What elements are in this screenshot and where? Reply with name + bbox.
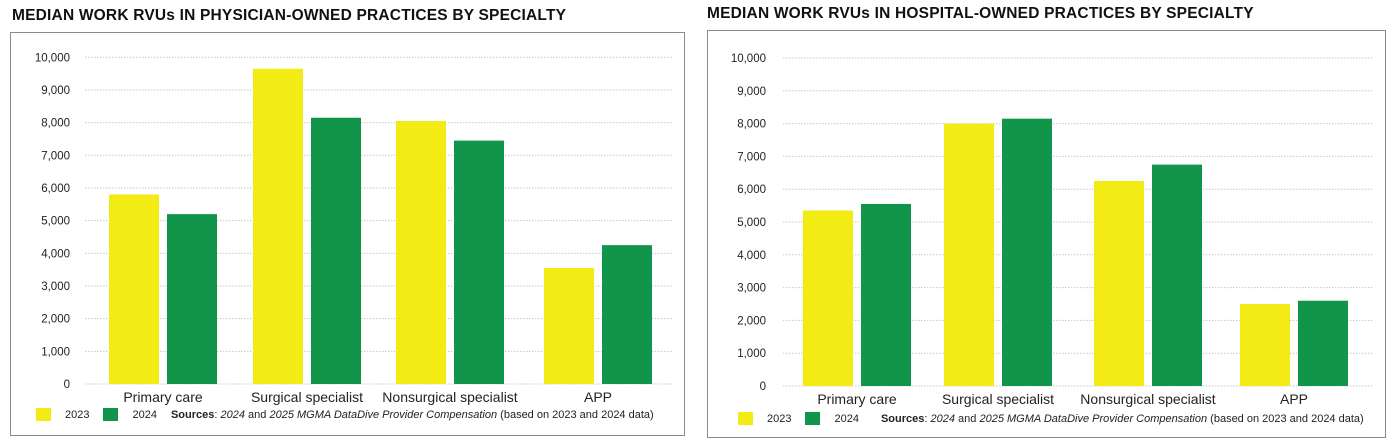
chart-panel-physician	[10, 32, 685, 436]
y-tick-label: 0	[760, 381, 766, 393]
y-tick-label: 1,000	[737, 348, 766, 360]
y-tick-label: 4,000	[737, 250, 766, 262]
chart-title-physician: MEDIAN WORK RVUs IN PHYSICIAN-OWNED PRAC…	[12, 7, 567, 24]
y-tick-label: 8,000	[41, 118, 70, 130]
x-category-label: Nonsurgical specialist	[382, 389, 518, 405]
chart-panel-hospital	[707, 30, 1386, 438]
bar-2024-app	[602, 245, 652, 384]
x-category-label: Surgical specialist	[942, 391, 1054, 407]
y-tick-label: 8,000	[737, 119, 766, 131]
source-note: Sources: 2024 and 2025 MGMA DataDive Pro…	[170, 408, 654, 421]
legend-swatch-2023	[738, 412, 753, 425]
legend-swatch-2024	[805, 412, 821, 425]
y-tick-label: 6,000	[737, 184, 766, 196]
y-tick-label: 5,000	[41, 216, 70, 228]
y-tick-label: 9,000	[41, 85, 70, 97]
y-tick-label: 9,000	[737, 86, 766, 98]
y-tick-label: 2,000	[41, 314, 70, 326]
y-tick-label: 7,000	[737, 151, 766, 163]
legend-label-2024: 2024	[834, 412, 859, 425]
legend-label-2023: 2023	[767, 412, 792, 425]
legend-item-2023: 2023	[738, 412, 791, 425]
y-tick-label: 3,000	[41, 281, 70, 293]
y-tick-label: 3,000	[737, 283, 766, 295]
bar-2024-surgical-specialist	[1002, 118, 1052, 387]
y-tick-label: 4,000	[41, 248, 70, 260]
legend-hospital: 2023 2024 Sources: 2024 and 2025 MGMA Da…	[738, 412, 1364, 425]
y-tick-label: 7,000	[41, 150, 70, 162]
bar-2023-surgical-specialist	[944, 123, 994, 386]
legend-item-2023: 2023	[36, 408, 89, 421]
bar-2024-nonsurgical-specialist	[1152, 164, 1202, 386]
y-tick-label: 10,000	[731, 53, 766, 65]
legend-label-2023: 2023	[65, 408, 90, 421]
x-category-label: Primary care	[123, 389, 203, 405]
x-category-label: Surgical specialist	[251, 389, 363, 405]
source-note: Sources: 2024 and 2025 MGMA DataDive Pro…	[880, 412, 1364, 425]
legend-item-2024: 2024	[103, 408, 157, 421]
y-tick-label: 1,000	[41, 346, 70, 358]
legend-physician: 2023 2024 Sources: 2024 and 2025 MGMA Da…	[36, 408, 654, 421]
y-tick-label: 5,000	[737, 217, 766, 229]
x-category-label: Nonsurgical specialist	[1080, 391, 1216, 407]
bar-2023-nonsurgical-specialist	[396, 121, 446, 384]
y-tick-label: 0	[64, 379, 70, 391]
x-category-label: APP	[584, 389, 612, 405]
chart-title-hospital: MEDIAN WORK RVUs IN HOSPITAL-OWNED PRACT…	[707, 5, 1254, 22]
chart-physician-owned: 0 1,000 2,000 3,000 4,000 5,000 6,000 7,000 8,00…	[35, 52, 672, 405]
bar-2024-app	[1298, 300, 1348, 386]
bar-2024-surgical-specialist	[311, 117, 361, 384]
bar-2023-primary-care	[803, 210, 853, 386]
bar-2023-app	[1240, 304, 1290, 386]
bar-2023-app	[544, 268, 594, 384]
legend-swatch-2023	[36, 408, 51, 421]
legend-label-2024: 2024	[132, 408, 157, 421]
legend-item-2024: 2024	[805, 412, 859, 425]
bar-2024-primary-care	[861, 203, 911, 386]
x-category-label: Primary care	[817, 391, 897, 407]
y-tick-label: 6,000	[41, 183, 70, 195]
bar-2024-primary-care	[167, 214, 217, 384]
bar-2023-surgical-specialist	[253, 68, 303, 384]
y-tick-label: 10,000	[35, 52, 70, 64]
y-tick-label: 2,000	[737, 315, 766, 327]
bar-2023-nonsurgical-specialist	[1094, 181, 1144, 386]
bar-2024-nonsurgical-specialist	[454, 140, 504, 384]
legend-swatch-2024	[103, 408, 119, 421]
x-category-label: APP	[1280, 391, 1308, 407]
bar-2023-primary-care	[109, 194, 159, 384]
